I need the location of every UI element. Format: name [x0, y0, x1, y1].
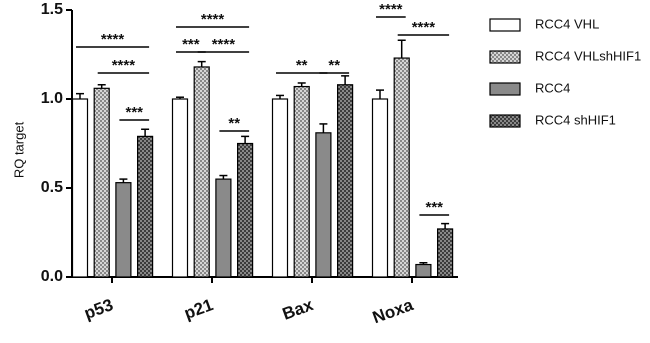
significance-label: **** [201, 11, 225, 28]
significance-label: ** [328, 57, 340, 74]
y-tick-label: 0.5 [41, 179, 63, 196]
y-tick-label: 0.0 [41, 268, 63, 285]
significance-label: ** [296, 57, 308, 74]
legend-label: RCC4 VHLshHIF1 [535, 48, 641, 63]
bar [171, 98, 189, 278]
bar [371, 98, 389, 278]
legend-swatch [489, 82, 521, 96]
significance-label: **** [379, 1, 403, 18]
legend-swatch [489, 114, 521, 128]
y-axis-label: RQ target [11, 121, 26, 178]
significance-label: *** [125, 104, 143, 121]
bar [271, 98, 289, 278]
x-tick-label: Noxa [370, 295, 416, 327]
legend-label: RCC4 shHIF1 [535, 112, 616, 127]
bar [337, 84, 354, 278]
legend-swatch [489, 50, 521, 64]
significance-label: **** [112, 57, 136, 74]
significance-label: **** [101, 31, 125, 48]
bar [393, 57, 410, 278]
bar [315, 132, 332, 278]
bar [93, 87, 110, 278]
bar [437, 228, 454, 278]
bar [71, 98, 89, 278]
significance-label: *** [425, 199, 443, 216]
y-tick-label: 1.0 [41, 90, 63, 107]
legend-label: RCC4 [535, 80, 570, 95]
y-tick-label: 1.5 [41, 1, 63, 18]
bar [137, 135, 154, 278]
x-tick-label: Bax [280, 295, 316, 324]
significance-label: ** [228, 115, 240, 132]
legend-swatch [489, 18, 521, 32]
bar [237, 142, 254, 278]
x-tick-label: p53 [82, 295, 116, 323]
bar [215, 178, 232, 278]
significance-label: *** [182, 36, 200, 53]
bar [293, 85, 310, 278]
legend-label: RCC4 VHL [535, 16, 599, 31]
significance-label: **** [212, 36, 236, 53]
bar [193, 66, 210, 278]
bar [115, 182, 132, 278]
bar [415, 263, 432, 278]
significance-label: **** [412, 19, 436, 36]
x-tick-label: p21 [182, 295, 216, 323]
